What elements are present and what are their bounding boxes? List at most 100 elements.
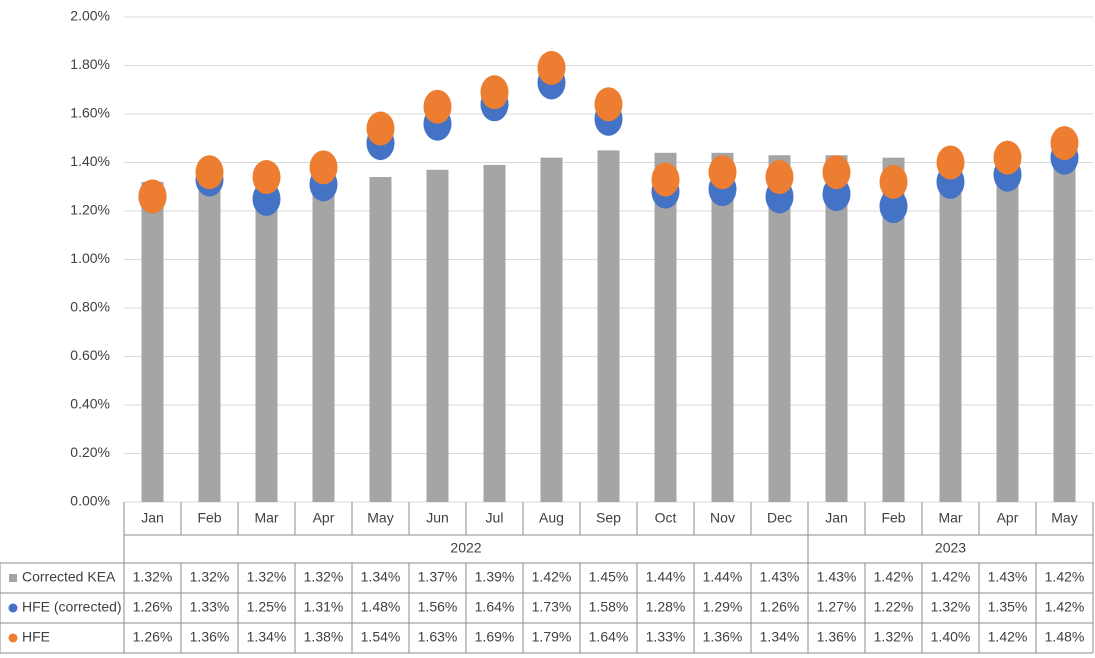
bar	[825, 155, 848, 502]
bar	[597, 150, 620, 502]
marker	[366, 111, 395, 146]
table-value: 1.44%	[703, 569, 743, 585]
x-tick-label: May	[367, 510, 393, 526]
table-value: 1.32%	[874, 629, 914, 645]
y-tick-label: 1.20%	[70, 202, 110, 218]
bar	[996, 155, 1019, 502]
table-value: 1.32%	[304, 569, 344, 585]
legend-key	[8, 633, 18, 643]
y-tick-label: 0.60%	[70, 347, 110, 363]
marker	[879, 189, 908, 224]
table-value: 1.48%	[1045, 629, 1085, 645]
table-value: 1.43%	[988, 569, 1028, 585]
bar	[540, 157, 563, 502]
x-tick-label: Aug	[539, 510, 564, 526]
x-tick-label: Jan	[825, 510, 848, 526]
bar	[426, 169, 449, 502]
table-value: 1.26%	[133, 629, 173, 645]
marker	[252, 160, 281, 195]
y-tick-label: 1.60%	[70, 105, 110, 121]
table-value: 1.40%	[931, 629, 971, 645]
bar	[882, 157, 905, 502]
table-value: 1.32%	[247, 569, 287, 585]
table-value: 1.42%	[988, 629, 1028, 645]
marker	[309, 150, 338, 185]
y-tick-label: 0.20%	[70, 444, 110, 460]
x-tick-label: Sep	[596, 510, 621, 526]
bar	[255, 181, 278, 502]
table-value: 1.33%	[646, 629, 686, 645]
y-tick-label: 0.40%	[70, 396, 110, 412]
x-tick-label: Jun	[426, 510, 449, 526]
table-value: 1.22%	[874, 599, 914, 615]
table-value: 1.56%	[418, 599, 458, 615]
y-tick-label: 1.00%	[70, 250, 110, 266]
x-tick-label: Nov	[710, 510, 735, 526]
bar	[141, 181, 164, 502]
marker	[1050, 126, 1079, 161]
group-label: 2022	[450, 540, 481, 556]
table-value: 1.25%	[247, 599, 287, 615]
table-value: 1.26%	[133, 599, 173, 615]
x-tick-label: Jul	[486, 510, 504, 526]
table-value: 1.54%	[361, 629, 401, 645]
legend-label: HFE	[22, 629, 50, 645]
x-tick-label: Feb	[197, 510, 221, 526]
y-tick-label: 0.00%	[70, 493, 110, 509]
marker	[651, 162, 680, 197]
table-value: 1.64%	[589, 629, 629, 645]
table-value: 1.36%	[817, 629, 857, 645]
table-value: 1.79%	[532, 629, 572, 645]
x-tick-label: Apr	[997, 510, 1019, 526]
group-label: 2023	[935, 540, 966, 556]
bar	[312, 181, 335, 502]
x-tick-label: Jan	[141, 510, 164, 526]
table-value: 1.58%	[589, 599, 629, 615]
table-value: 1.34%	[760, 629, 800, 645]
bar	[198, 181, 221, 502]
legend-key	[9, 574, 17, 582]
bar	[654, 152, 677, 503]
table-value: 1.73%	[532, 599, 572, 615]
x-tick-label: Oct	[655, 510, 677, 526]
marker	[423, 89, 452, 124]
x-tick-label: Feb	[881, 510, 905, 526]
table-value: 1.33%	[190, 599, 230, 615]
table-value: 1.36%	[190, 629, 230, 645]
marker	[594, 87, 623, 122]
x-tick-label: Mar	[938, 510, 962, 526]
table-value: 1.42%	[532, 569, 572, 585]
marker	[195, 155, 224, 190]
bar	[369, 177, 392, 503]
bar	[483, 164, 506, 503]
table-value: 1.64%	[475, 599, 515, 615]
table-value: 1.42%	[874, 569, 914, 585]
table-value: 1.34%	[361, 569, 401, 585]
table-value: 1.37%	[418, 569, 458, 585]
marker	[480, 75, 509, 110]
table-value: 1.29%	[703, 599, 743, 615]
marker	[765, 160, 794, 195]
table-value: 1.38%	[304, 629, 344, 645]
table-value: 1.44%	[646, 569, 686, 585]
table-value: 1.32%	[931, 599, 971, 615]
table-value: 1.34%	[247, 629, 287, 645]
y-tick-label: 2.00%	[70, 8, 110, 24]
bar	[768, 155, 791, 502]
x-tick-label: Dec	[767, 510, 792, 526]
table-value: 1.32%	[190, 569, 230, 585]
table-value: 1.48%	[361, 599, 401, 615]
legend-label: HFE (corrected)	[22, 599, 122, 615]
marker	[879, 164, 908, 199]
table-value: 1.69%	[475, 629, 515, 645]
table-value: 1.45%	[589, 569, 629, 585]
marker	[822, 155, 851, 190]
marker	[936, 145, 965, 180]
table-value: 1.32%	[133, 569, 173, 585]
y-tick-label: 1.80%	[70, 56, 110, 72]
bar	[711, 152, 734, 503]
table-value: 1.42%	[1045, 599, 1085, 615]
marker	[138, 179, 167, 214]
y-tick-label: 0.80%	[70, 299, 110, 315]
